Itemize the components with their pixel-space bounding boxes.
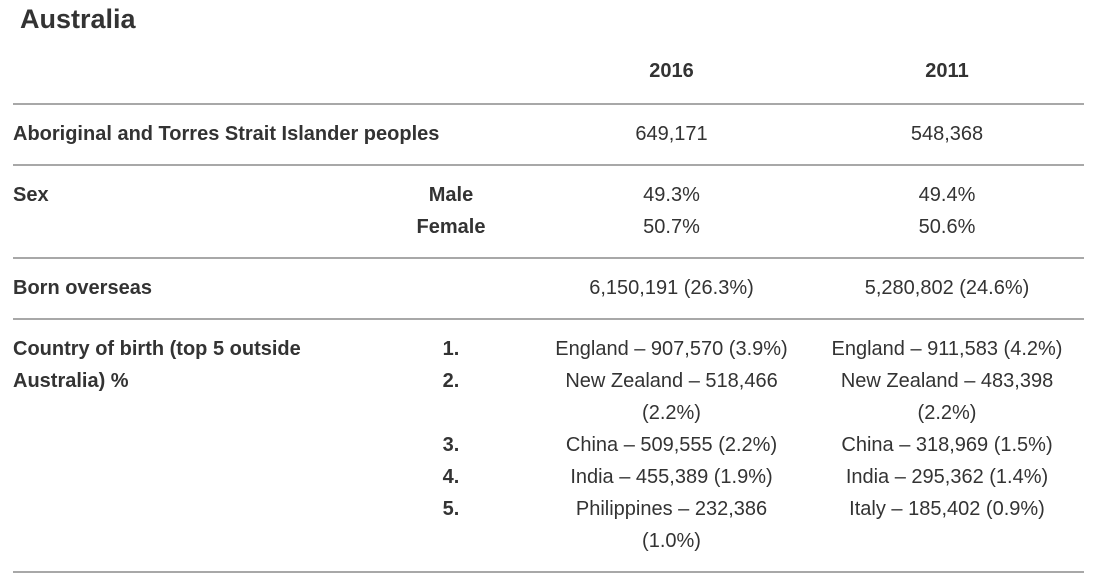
rank-number: 2. <box>442 370 460 392</box>
value-2016: India – 455,389 (1.9%) <box>570 466 773 488</box>
table-row-country-4: 4. India – 455,389 (1.9%) India – 295,36… <box>13 461 1084 493</box>
table-row-indigenous: Aboriginal and Torres Strait Islander pe… <box>13 104 1084 165</box>
sub-label: Female <box>416 216 486 238</box>
rank-number: 4. <box>442 466 460 488</box>
value-2016: 649,171 <box>635 123 708 145</box>
value-2016: England – 907,570 (3.9%) <box>555 338 788 360</box>
table-row-country-2: 2. New Zealand – 518,466 (2.2%) New Zeal… <box>13 365 1084 429</box>
value-2011: Italy – 185,402 (0.9%) <box>849 498 1045 520</box>
table-header-row: 2016 2011 <box>13 55 1084 104</box>
value-2011: India – 295,362 (1.4%) <box>845 466 1049 488</box>
value-2016: 49.3% <box>643 184 700 206</box>
census-comparison-table: 2016 2011 Aboriginal and Torres Strait I… <box>13 55 1084 573</box>
value-2011: New Zealand – 483,398 (2.2%) <box>840 370 1054 424</box>
rank-number: 5. <box>442 498 460 520</box>
value-2011: England – 911,583 (4.2%) <box>831 338 1063 360</box>
rank-number: 3. <box>442 434 460 456</box>
page-title: Australia <box>20 4 136 34</box>
row-label: Country of birth (top 5 outside Australi… <box>13 338 301 392</box>
value-2011: 5,280,802 (24.6%) <box>864 277 1030 299</box>
row-label: Born overseas <box>13 277 152 299</box>
row-label: Sex <box>13 184 49 206</box>
table-row-sex-male: Sex Male 49.3% 49.4% <box>13 165 1084 211</box>
header-spacer <box>13 55 519 104</box>
row-label: Aboriginal and Torres Strait Islander pe… <box>13 123 440 145</box>
value-2011: 50.6% <box>918 216 976 238</box>
sub-label: Male <box>428 184 474 206</box>
value-2016: 50.7% <box>643 216 700 238</box>
column-header-2011: 2011 <box>925 60 969 82</box>
table-row-born-overseas: Born overseas 6,150,191 (26.3%) 5,280,80… <box>13 258 1084 319</box>
table-row-country-5: 5. Philippines – 232,386 (1.0%) Italy – … <box>13 493 1084 572</box>
table-row-country-1: Country of birth (top 5 outside Australi… <box>13 319 1084 392</box>
column-header-2016: 2016 <box>649 60 694 82</box>
value-2011: 49.4% <box>918 184 976 206</box>
value-2016: China – 509,555 (2.2%) <box>565 434 778 456</box>
value-2016: 6,150,191 (26.3%) <box>589 277 754 299</box>
table-row-sex-female: Female 50.7% 50.6% <box>13 211 1084 258</box>
rank-number: 1. <box>442 338 460 360</box>
value-2011: China – 318,969 (1.5%) <box>841 434 1053 456</box>
value-2016: Philippines – 232,386 (1.0%) <box>575 498 768 552</box>
value-2016: New Zealand – 518,466 (2.2%) <box>565 370 778 424</box>
table-row-country-3: 3. China – 509,555 (2.2%) China – 318,96… <box>13 429 1084 461</box>
value-2011: 548,368 <box>910 123 984 145</box>
